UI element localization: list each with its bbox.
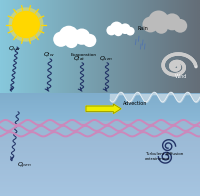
Circle shape [163,13,181,30]
Circle shape [8,7,44,42]
Circle shape [155,21,168,34]
Circle shape [148,10,169,31]
Circle shape [73,28,90,45]
Circle shape [53,32,69,47]
Text: Advection: Advection [123,102,147,106]
Circle shape [126,27,135,35]
Text: Evaporation: Evaporation [71,53,97,57]
Circle shape [114,28,123,36]
Text: Rain: Rain [137,26,148,31]
Text: $Q_{lw}$: $Q_{lw}$ [43,50,55,59]
Circle shape [12,11,40,38]
Circle shape [110,22,123,34]
Circle shape [59,26,79,45]
Text: Turbulent diffusion
entrainment: Turbulent diffusion entrainment [145,152,183,161]
Circle shape [65,35,78,48]
Text: $Q_{pen}$: $Q_{pen}$ [17,161,32,172]
Text: Wind: Wind [175,74,187,79]
FancyArrow shape [86,104,121,113]
Circle shape [106,25,117,35]
Circle shape [142,17,159,32]
Text: $Q_{lat}$: $Q_{lat}$ [73,54,86,63]
Circle shape [173,19,187,33]
Text: $Q_{sen}$: $Q_{sen}$ [99,54,113,63]
Circle shape [83,34,96,47]
Text: $Q_{sw}$: $Q_{sw}$ [8,44,21,53]
Circle shape [120,23,131,34]
